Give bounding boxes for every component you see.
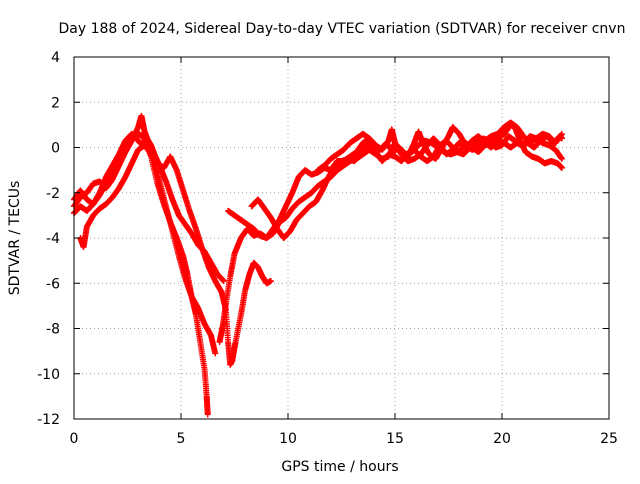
y-tick-label: -2	[46, 186, 60, 202]
chart-title: Day 188 of 2024, Sidereal Day-to-day VTE…	[59, 21, 626, 37]
data-point	[212, 350, 219, 357]
grid-lines	[74, 57, 609, 419]
axis-ticks: 0 5 10 15 20 25 -12 -10 -8 -6 -4 -2 0 2 4	[37, 50, 618, 447]
x-tick-label: 0	[70, 431, 79, 447]
series-track-8	[314, 119, 565, 174]
y-tick-label: -6	[46, 276, 60, 292]
y-tick-label: 2	[51, 95, 60, 111]
y-tick-label: 4	[51, 50, 60, 66]
x-axis-label: GPS time / hours	[281, 459, 398, 475]
y-tick-label: -12	[37, 412, 60, 428]
data-point	[204, 411, 211, 418]
data-point	[220, 277, 227, 284]
y-axis-label: SDTVAR / TECUs	[7, 181, 23, 296]
x-tick-label: 25	[600, 431, 618, 447]
x-tick-label: 20	[493, 431, 511, 447]
x-tick-label: 15	[386, 431, 404, 447]
y-tick-label: -4	[46, 231, 60, 247]
data-point	[267, 277, 274, 284]
y-tick-label: -10	[37, 367, 60, 383]
data-points	[71, 112, 565, 418]
data-point	[558, 164, 565, 171]
series-track-4	[77, 142, 274, 368]
x-tick-label: 5	[177, 431, 186, 447]
x-tick-label: 10	[279, 431, 297, 447]
y-tick-label: 0	[51, 141, 60, 157]
y-tick-label: -8	[46, 322, 60, 338]
series-track-1	[71, 130, 211, 418]
